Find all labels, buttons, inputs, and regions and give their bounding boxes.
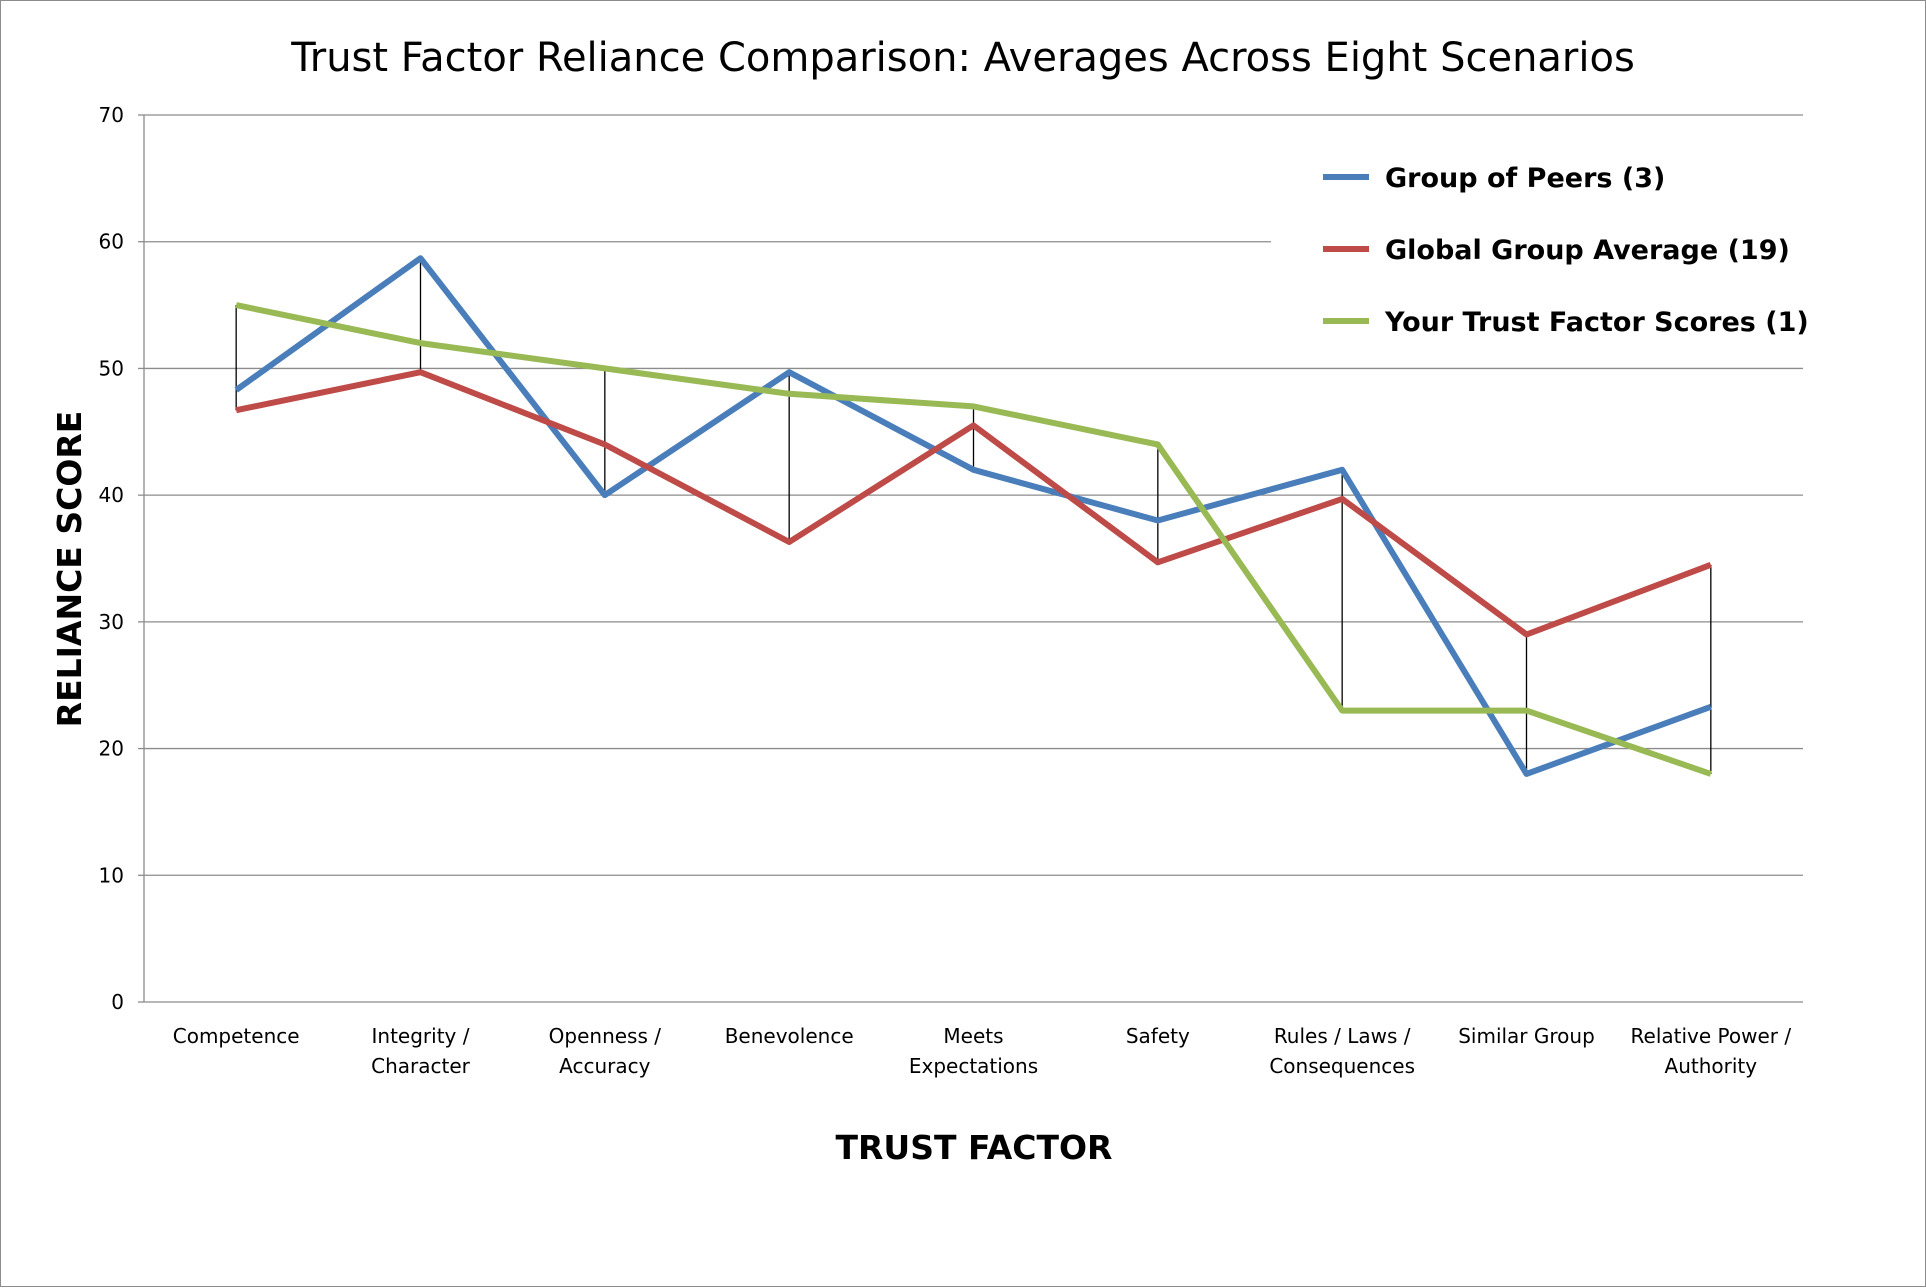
axes [138, 114, 1803, 1003]
x-category-label: Competence [173, 1024, 300, 1048]
y-tick-label: 20 [99, 737, 124, 761]
y-axis-title: RELIANCE SCORE [50, 411, 89, 728]
y-tick-label: 0 [111, 990, 124, 1014]
x-category-label: Openness / Accuracy [549, 1024, 662, 1078]
x-category-label: Safety [1126, 1024, 1190, 1048]
y-tick-label: 40 [99, 483, 124, 507]
y-tick-labels: 0 10 20 30 40 50 60 70 [99, 103, 124, 1014]
x-category-label: Benevolence [725, 1024, 854, 1048]
chart-title: Trust Factor Reliance Comparison: Averag… [290, 35, 1635, 81]
x-category-label: Meets Expectations [909, 1024, 1038, 1078]
x-category-label: Relative Power / Authority [1631, 1024, 1792, 1078]
series-line [234, 255, 1712, 777]
series-line [235, 369, 1712, 638]
y-tick-label: 60 [99, 230, 124, 254]
x-category-labels: Competence Integrity / Character Openness /… [173, 1024, 1792, 1078]
y-tick-label: 30 [99, 610, 124, 634]
y-tick-label: 10 [99, 863, 124, 887]
legend-label: Your Trust Factor Scores (1) [1384, 307, 1809, 338]
x-category-label: Similar Group [1458, 1024, 1595, 1048]
y-tick-label: 50 [99, 356, 124, 380]
series-line [235, 302, 1712, 777]
x-axis-title: TRUST FACTOR [836, 1128, 1113, 1167]
y-tick-label: 70 [99, 103, 124, 127]
series-lines [234, 255, 1712, 777]
x-category-label: Integrity / Character [371, 1024, 471, 1078]
legend-label: Group of Peers (3) [1385, 163, 1665, 194]
drop-lines [235, 258, 1712, 774]
legend-label: Global Group Average (19) [1385, 235, 1790, 266]
x-category-label: Rules / Laws / Consequences [1269, 1024, 1415, 1078]
legend: Group of Peers (3) Global Group Average (… [1323, 163, 1809, 338]
